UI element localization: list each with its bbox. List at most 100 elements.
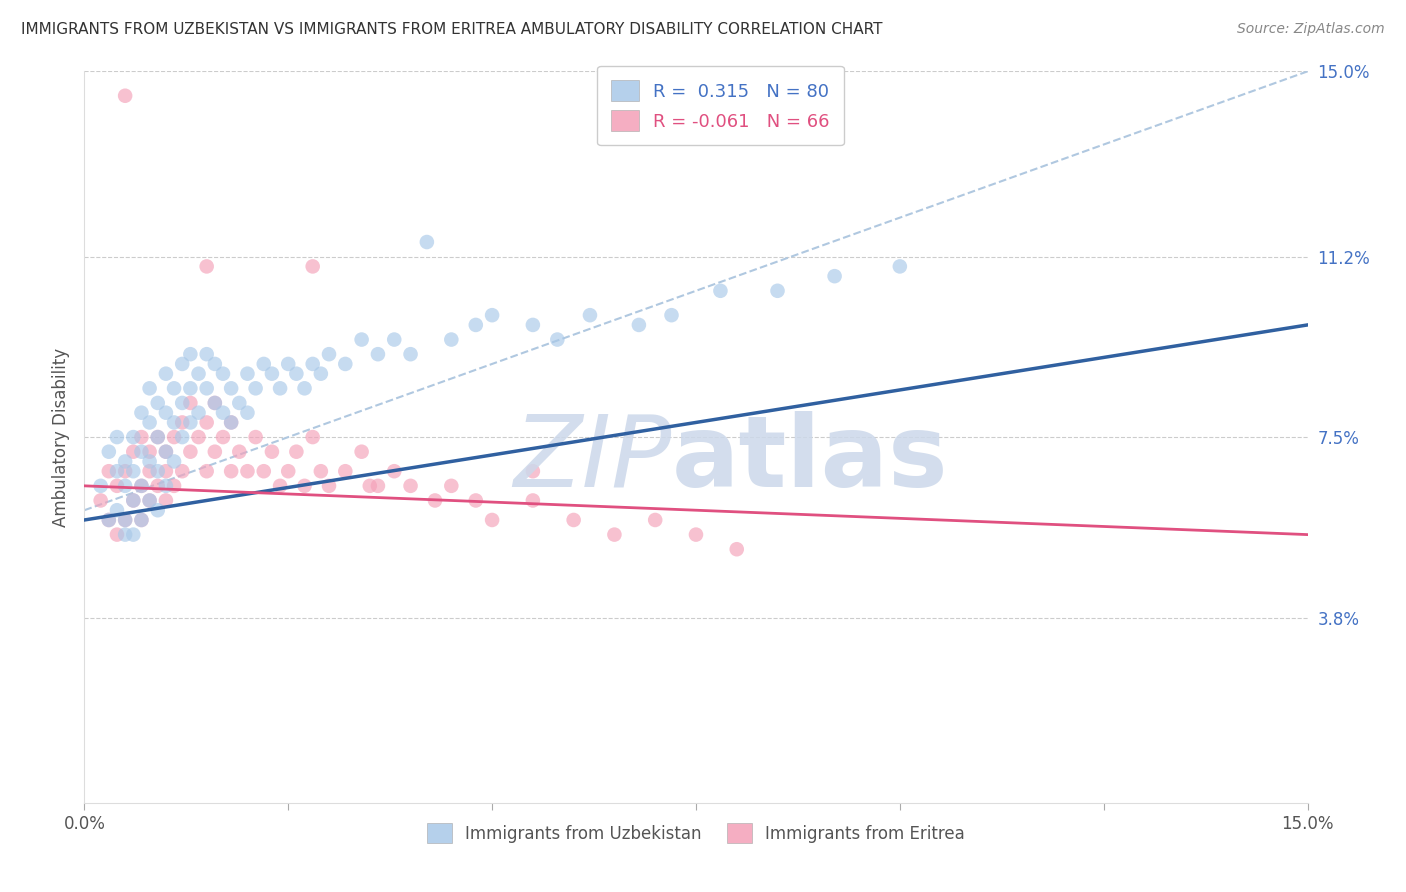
Point [122,493,145,508]
Point [163,454,186,468]
Point [219,381,242,395]
Point [285,367,308,381]
Point [114,464,136,478]
Point [155,444,177,458]
Point [195,416,218,430]
Point [269,381,291,395]
Point [187,430,209,444]
Point [253,464,276,478]
Point [131,444,153,458]
Point [725,542,748,557]
Point [481,513,503,527]
Point [350,444,373,458]
Point [236,406,259,420]
Point [824,269,846,284]
Point [219,416,242,430]
Point [155,493,177,508]
Point [204,396,226,410]
Point [440,333,463,347]
Point [253,357,276,371]
Point [562,513,585,527]
Point [138,381,160,395]
Point [97,444,120,458]
Point [335,357,357,371]
Point [627,318,650,332]
Point [122,464,145,478]
Point [766,284,789,298]
Point [294,381,316,395]
Point [318,347,340,361]
Point [219,416,242,430]
Point [440,479,463,493]
Point [359,479,381,493]
Point [155,444,177,458]
Point [179,416,201,430]
Point [889,260,911,274]
Text: IMMIGRANTS FROM UZBEKISTAN VS IMMIGRANTS FROM ERITREA AMBULATORY DISABILITY CORR: IMMIGRANTS FROM UZBEKISTAN VS IMMIGRANTS… [21,22,883,37]
Point [146,503,169,517]
Point [114,454,136,468]
Point [146,464,169,478]
Point [163,416,186,430]
Point [204,357,226,371]
Point [179,396,201,410]
Point [114,479,136,493]
Point [382,464,405,478]
Point [277,357,299,371]
Point [269,479,291,493]
Point [367,479,389,493]
Point [131,479,153,493]
Text: ZIP: ZIP [513,410,672,508]
Point [97,464,120,478]
Point [309,464,332,478]
Point [122,430,145,444]
Point [131,406,153,420]
Point [105,503,128,517]
Point [146,479,169,493]
Point [138,464,160,478]
Point [301,430,323,444]
Point [146,430,169,444]
Point [195,464,218,478]
Point [212,430,235,444]
Point [187,367,209,381]
Point [481,308,503,322]
Point [114,513,136,527]
Point [335,464,357,478]
Point [301,260,323,274]
Point [236,367,259,381]
Point [522,493,544,508]
Point [172,416,194,430]
Point [212,367,235,381]
Point [579,308,602,322]
Point [90,479,112,493]
Point [97,513,120,527]
Point [301,357,323,371]
Point [138,444,160,458]
Point [138,454,160,468]
Legend: Immigrants from Uzbekistan, Immigrants from Eritrea: Immigrants from Uzbekistan, Immigrants f… [420,817,972,849]
Point [122,527,145,541]
Point [122,444,145,458]
Point [309,367,332,381]
Point [644,513,666,527]
Point [195,347,218,361]
Point [179,381,201,395]
Point [603,527,626,541]
Point [172,357,194,371]
Point [294,479,316,493]
Point [90,493,112,508]
Point [138,493,160,508]
Point [155,479,177,493]
Point [131,430,153,444]
Point [172,464,194,478]
Point [105,464,128,478]
Point [195,260,218,274]
Point [423,493,446,508]
Point [172,430,194,444]
Point [204,396,226,410]
Point [464,318,486,332]
Point [195,381,218,395]
Point [546,333,568,347]
Point [661,308,683,322]
